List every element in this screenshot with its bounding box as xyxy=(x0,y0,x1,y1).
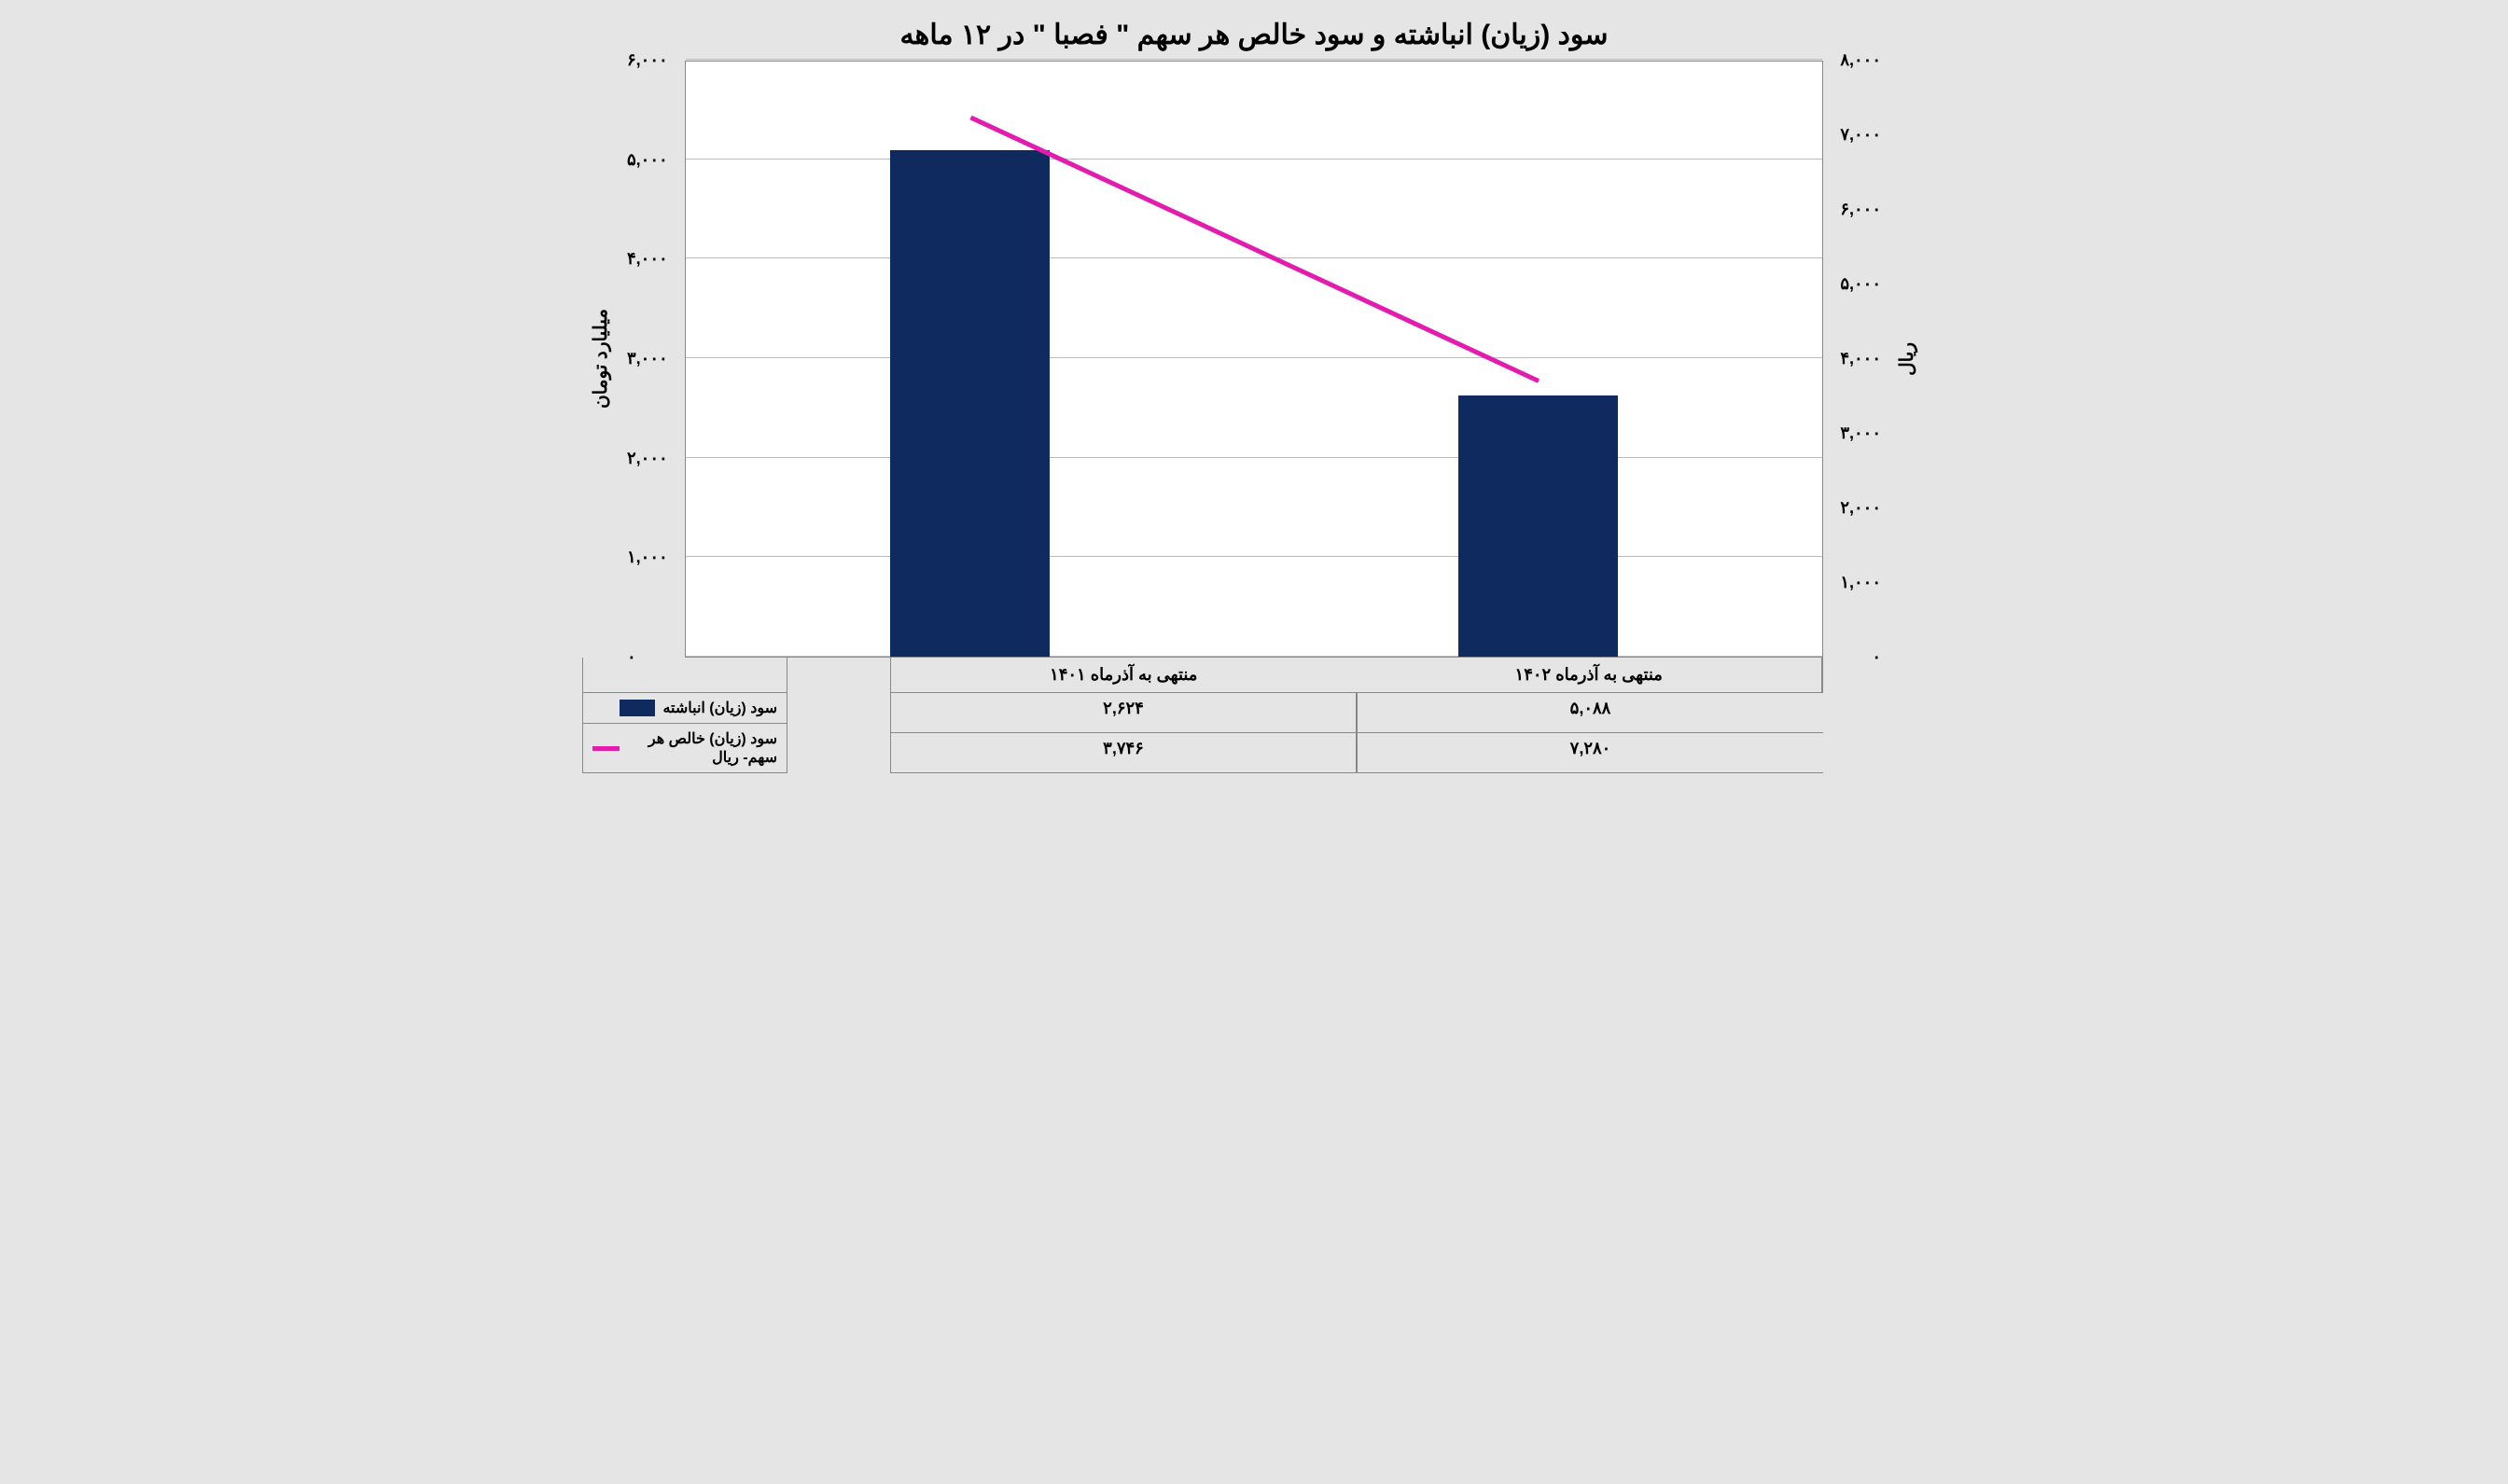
legend-label: سود (زیان) انباشته xyxy=(662,699,777,717)
left-tick: ۵,۰۰۰ xyxy=(627,150,668,170)
right-tick: ۵,۰۰۰ xyxy=(1840,274,1881,294)
right-tick: ۲,۰۰۰ xyxy=(1840,498,1881,518)
legend-item: سود (زیان) انباشته xyxy=(582,693,787,724)
right-tick: ۸,۰۰۰ xyxy=(1840,50,1881,70)
chart-body: ریال ۰۱,۰۰۰۲,۰۰۰۳,۰۰۰۴,۰۰۰۵,۰۰۰۶,۰۰۰۷,۰۰… xyxy=(582,61,1926,658)
left-tick: ۰ xyxy=(627,647,636,667)
x-categories-row: منتهی به آذرماه ۱۴۰۲منتهی به آذرماه ۱۴۰۱ xyxy=(582,658,1926,693)
right-tick: ۴,۰۰۰ xyxy=(1840,349,1881,368)
chart-title: سود (زیان) انباشته و سود خالص هر سهم " ف… xyxy=(582,19,1926,51)
right-tick: ۰ xyxy=(1872,647,1881,667)
bar xyxy=(890,150,1050,657)
right-axis-label: ریال xyxy=(1888,61,1926,658)
left-tick: ۱,۰۰۰ xyxy=(627,548,668,567)
right-tick: ۱,۰۰۰ xyxy=(1840,573,1881,592)
left-tick: ۳,۰۰۰ xyxy=(627,349,668,368)
right-tick: ۳,۰۰۰ xyxy=(1840,423,1881,443)
right-tick: ۷,۰۰۰ xyxy=(1840,125,1881,145)
data-table: ۵,۰۸۸۷,۲۸۰۲,۶۲۴۳,۷۴۶ سود (زیان) انباشته س… xyxy=(582,693,1926,773)
left-tick: ۴,۰۰۰ xyxy=(627,249,668,269)
right-tick: ۶,۰۰۰ xyxy=(1840,200,1881,219)
line-segment xyxy=(968,116,1539,383)
right-axis-ticks: ۰۱,۰۰۰۲,۰۰۰۳,۰۰۰۴,۰۰۰۵,۰۰۰۶,۰۰۰۷,۰۰۰۸,۰۰… xyxy=(1823,61,1888,658)
x-category: منتهی به آذرماه ۱۴۰۱ xyxy=(891,658,1357,693)
legend-label: سود (زیان) خالص هر سهم- ریال xyxy=(627,729,777,767)
bar-swatch-icon xyxy=(620,700,655,716)
bar xyxy=(1458,395,1618,657)
chart-container: سود (زیان) انباشته و سود خالص هر سهم " ف… xyxy=(582,19,1926,773)
left-tick: ۲,۰۰۰ xyxy=(627,449,668,468)
legend-item: سود (زیان) خالص هر سهم- ریال xyxy=(582,724,787,773)
data-cell: ۷,۲۸۰ xyxy=(1357,733,1823,773)
data-cell: ۲,۶۲۴ xyxy=(890,693,1357,733)
left-axis-ticks: ۰۱,۰۰۰۲,۰۰۰۳,۰۰۰۴,۰۰۰۵,۰۰۰۶,۰۰۰ xyxy=(620,61,685,658)
line-swatch-icon xyxy=(592,746,620,751)
left-axis-label: میلیارد تومان xyxy=(582,61,620,658)
data-cell: ۳,۷۴۶ xyxy=(890,733,1357,773)
data-cell: ۵,۰۸۸ xyxy=(1357,693,1823,733)
x-category: منتهی به آذرماه ۱۴۰۲ xyxy=(1357,658,1823,693)
plot-area xyxy=(685,61,1823,658)
left-tick: ۶,۰۰۰ xyxy=(627,50,668,70)
